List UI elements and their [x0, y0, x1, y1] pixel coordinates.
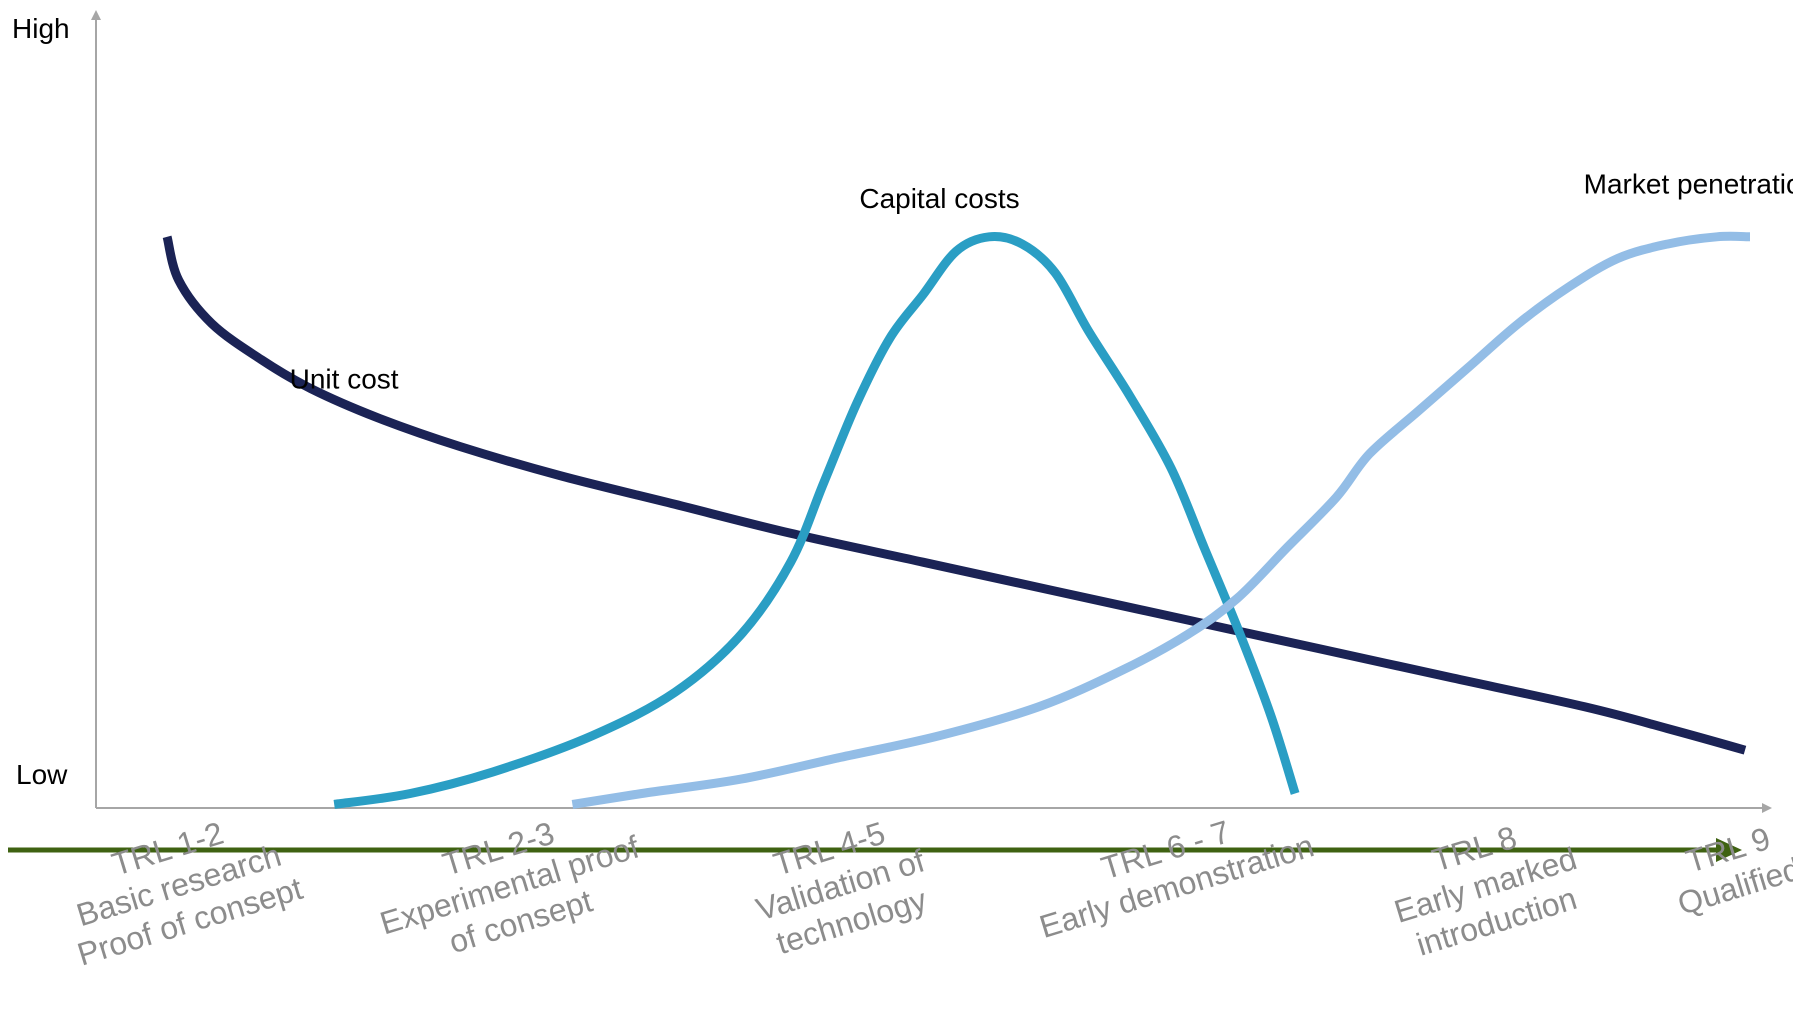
series-line-capital-costs — [333, 232, 1300, 809]
y-axis-low-label: Low — [16, 759, 68, 790]
series-line-unit-cost — [162, 235, 1747, 755]
series-layer — [162, 231, 1751, 809]
series-label-unit-cost: Unit cost — [290, 364, 399, 395]
label-layer: Unit cost Capital costs Market penetration — [290, 169, 1793, 395]
series-label-capital-costs: Capital costs — [859, 183, 1019, 214]
series-line-market-penetration — [571, 231, 1751, 809]
y-axis-high-label: High — [12, 13, 70, 44]
series-label-market-penetration: Market penetration — [1584, 169, 1793, 200]
